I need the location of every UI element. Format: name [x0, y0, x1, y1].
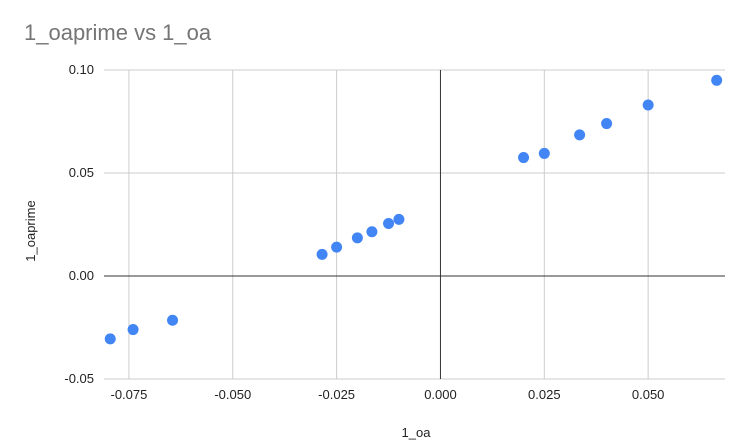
data-point	[331, 241, 343, 253]
data-point	[574, 129, 586, 141]
data-point	[538, 147, 550, 159]
data-point	[167, 314, 179, 326]
data-point	[366, 226, 378, 238]
x-tick-label: -0.025	[318, 387, 355, 402]
data-point	[711, 74, 723, 86]
y-tick-label: 0.05	[69, 165, 94, 180]
x-tick-label: 0.025	[528, 387, 561, 402]
x-tick-labels: -0.075 -0.050 -0.025 0.000 0.025 0.050	[110, 387, 664, 402]
data-point	[393, 213, 405, 225]
grid-lines	[104, 69, 725, 380]
y-tick-labels: -0.05 0.00 0.05 0.10	[64, 62, 94, 386]
data-points	[104, 74, 723, 345]
axis-lines	[104, 70, 725, 379]
y-tick-label: 0.10	[69, 62, 94, 77]
x-tick-label: -0.075	[110, 387, 147, 402]
y-tick-label: -0.05	[64, 371, 94, 386]
y-tick-label: 0.00	[69, 268, 94, 283]
x-tick-label: -0.050	[214, 387, 251, 402]
y-axis-title: 1_oaprime	[23, 200, 38, 261]
data-point	[642, 99, 654, 111]
data-point	[316, 248, 328, 260]
data-point	[383, 217, 395, 229]
data-point	[351, 232, 363, 244]
x-axis-title: 1_oa	[402, 425, 432, 440]
data-point	[127, 324, 139, 336]
x-tick-label: 0.000	[424, 387, 457, 402]
chart-title: 1_oaprime vs 1_oa	[24, 20, 212, 45]
data-point	[518, 152, 530, 164]
data-point	[601, 118, 613, 130]
data-point	[104, 333, 116, 345]
x-tick-label: 0.050	[632, 387, 665, 402]
